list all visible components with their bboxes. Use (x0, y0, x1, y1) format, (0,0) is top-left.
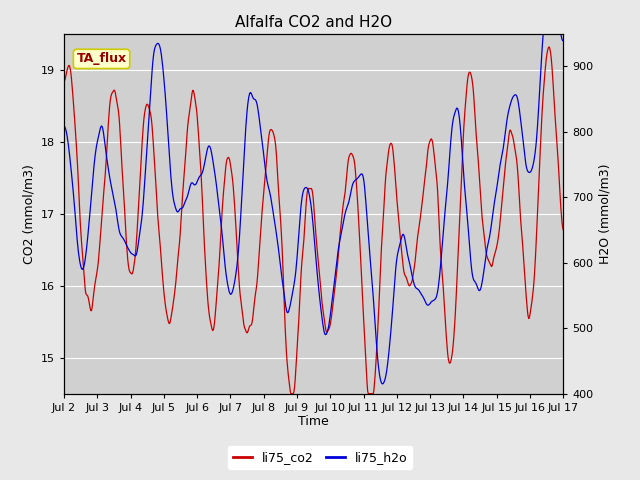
Text: TA_flux: TA_flux (77, 52, 127, 65)
li75_co2 (60, 79, 68, 85)
li75_co2 (491, 252, 499, 258)
li75_h2o (559, 38, 567, 44)
li75_co2 (351, 160, 358, 166)
li75_h2o (363, 215, 371, 221)
Line: li75_co2: li75_co2 (64, 47, 563, 394)
li75_co2 (440, 285, 447, 290)
Line: li75_h2o: li75_h2o (64, 34, 563, 384)
li75_co2 (545, 44, 553, 50)
li75_h2o (350, 179, 358, 184)
li75_h2o (91, 157, 99, 163)
Y-axis label: H2O (mmol/m3): H2O (mmol/m3) (599, 163, 612, 264)
li75_h2o (491, 199, 499, 205)
li75_h2o (60, 123, 68, 129)
li75_co2 (287, 391, 294, 396)
li75_h2o (379, 381, 387, 387)
li75_h2o (378, 381, 386, 386)
Title: Alfalfa CO2 and H2O: Alfalfa CO2 and H2O (235, 15, 392, 30)
li75_h2o (540, 31, 547, 36)
li75_co2 (559, 227, 567, 233)
Legend: li75_co2, li75_h2o: li75_co2, li75_h2o (228, 446, 412, 469)
li75_co2 (379, 225, 387, 231)
li75_co2 (91, 283, 99, 289)
li75_co2 (364, 388, 371, 394)
X-axis label: Time: Time (298, 415, 329, 429)
li75_h2o (440, 229, 447, 235)
Y-axis label: CO2 (mmol/m3): CO2 (mmol/m3) (22, 164, 35, 264)
